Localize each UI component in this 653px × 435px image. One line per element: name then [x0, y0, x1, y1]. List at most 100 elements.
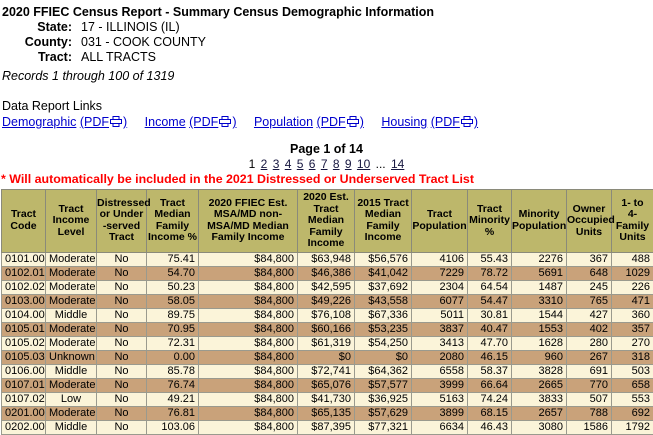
- table-cell: 70.95: [147, 322, 199, 336]
- header-cell: Minority Population: [512, 190, 567, 253]
- table-cell: 0202.00: [2, 420, 46, 434]
- table-cell: 58.05: [147, 294, 199, 308]
- table-cell: $61,319: [298, 336, 355, 350]
- table-cell: 770: [567, 378, 612, 392]
- table-cell: 78.72: [468, 266, 512, 280]
- table-cell: 2304: [412, 280, 468, 294]
- table-cell: $84,800: [199, 322, 298, 336]
- table-cell: 3837: [412, 322, 468, 336]
- table-cell: 488: [612, 252, 653, 266]
- printer-icon: [347, 116, 359, 127]
- income-pdf-link[interactable]: (PDF): [189, 115, 236, 129]
- header-cell: 2020 Est. Tract Median Family Income: [298, 190, 355, 253]
- table-cell: 357: [612, 322, 653, 336]
- table-cell: 0105.02: [2, 336, 46, 350]
- table-cell: $63,948: [298, 252, 355, 266]
- demographic-link-group: Demographic (PDF): [2, 115, 131, 129]
- table-cell: 0107.01: [2, 378, 46, 392]
- table-cell: $84,800: [199, 420, 298, 434]
- table-cell: 66.64: [468, 378, 512, 392]
- table-cell: 58.37: [468, 364, 512, 378]
- table-cell: 0105.01: [2, 322, 46, 336]
- table-cell: 1628: [512, 336, 567, 350]
- pdf-label: (PDF: [80, 115, 109, 129]
- pagination-page-8[interactable]: 8: [333, 157, 340, 171]
- pagination-page-4[interactable]: 4: [285, 157, 292, 171]
- table-cell: $72,741: [298, 364, 355, 378]
- table-cell: 68.15: [468, 406, 512, 420]
- table-cell: $84,800: [199, 308, 298, 322]
- table-cell: 6634: [412, 420, 468, 434]
- table-cell: 427: [567, 308, 612, 322]
- table-cell: 85.78: [147, 364, 199, 378]
- population-pdf-link[interactable]: (PDF): [317, 115, 364, 129]
- tract-value: ALL TRACTS: [81, 50, 156, 65]
- housing-link[interactable]: Housing: [381, 115, 427, 129]
- table-cell: 691: [567, 364, 612, 378]
- county-value: 031 - COOK COUNTY: [81, 35, 206, 50]
- table-cell: 2657: [512, 406, 567, 420]
- table-cell: 471: [612, 294, 653, 308]
- income-link[interactable]: Income: [145, 115, 186, 129]
- pagination-ellipsis: ...: [376, 157, 386, 171]
- table-cell: 47.70: [468, 336, 512, 350]
- table-cell: 0104.00: [2, 308, 46, 322]
- pagination-page-14[interactable]: 14: [391, 157, 404, 171]
- table-cell: 0106.00: [2, 364, 46, 378]
- table-cell: 3080: [512, 420, 567, 434]
- table-cell: 503: [612, 364, 653, 378]
- header-cell: Owner Occupied Units: [567, 190, 612, 253]
- table-cell: 3828: [512, 364, 567, 378]
- pdf-label-close: ): [123, 115, 127, 129]
- table-cell: Moderate: [46, 280, 97, 294]
- table-cell: 270: [612, 336, 653, 350]
- pagination-page-2[interactable]: 2: [261, 157, 268, 171]
- population-link[interactable]: Population: [254, 115, 313, 129]
- pagination-page-5[interactable]: 5: [297, 157, 304, 171]
- table-cell: 0201.00: [2, 406, 46, 420]
- table-cell: 360: [612, 308, 653, 322]
- table-cell: 50.23: [147, 280, 199, 294]
- table-cell: 74.24: [468, 392, 512, 406]
- housing-pdf-link[interactable]: (PDF): [431, 115, 478, 129]
- table-cell: 0102.01: [2, 266, 46, 280]
- demographic-link[interactable]: Demographic: [2, 115, 76, 129]
- printer-icon: [219, 116, 231, 127]
- table-cell: 267: [567, 350, 612, 364]
- table-cell: 3899: [412, 406, 468, 420]
- table-cell: $46,386: [298, 266, 355, 280]
- table-cell: 55.43: [468, 252, 512, 266]
- table-cell: 64.54: [468, 280, 512, 294]
- table-cell: $65,135: [298, 406, 355, 420]
- table-cell: $76,108: [298, 308, 355, 322]
- demographic-pdf-link[interactable]: (PDF): [80, 115, 127, 129]
- table-cell: $84,800: [199, 364, 298, 378]
- table-cell: 5163: [412, 392, 468, 406]
- pdf-label-close: ): [360, 115, 364, 129]
- pagination-page-6[interactable]: 6: [309, 157, 316, 171]
- pagination-page-9[interactable]: 9: [345, 157, 352, 171]
- pagination-page-7[interactable]: 7: [321, 157, 328, 171]
- pagination-page-3[interactable]: 3: [273, 157, 280, 171]
- table-cell: 226: [612, 280, 653, 294]
- income-link-group: Income (PDF): [145, 115, 240, 129]
- table-cell: 402: [567, 322, 612, 336]
- page-indicator: Page 1 of 14: [0, 142, 653, 157]
- table-cell: 3999: [412, 378, 468, 392]
- table-cell: 1544: [512, 308, 567, 322]
- table-cell: $49,226: [298, 294, 355, 308]
- table-cell: 6558: [412, 364, 468, 378]
- table-cell: Moderate: [46, 378, 97, 392]
- table-cell: 2276: [512, 252, 567, 266]
- pagination-page-10[interactable]: 10: [357, 157, 370, 171]
- table-cell: 0102.02: [2, 280, 46, 294]
- table-cell: 76.81: [147, 406, 199, 420]
- table-cell: $84,800: [199, 280, 298, 294]
- table-cell: $43,558: [355, 294, 412, 308]
